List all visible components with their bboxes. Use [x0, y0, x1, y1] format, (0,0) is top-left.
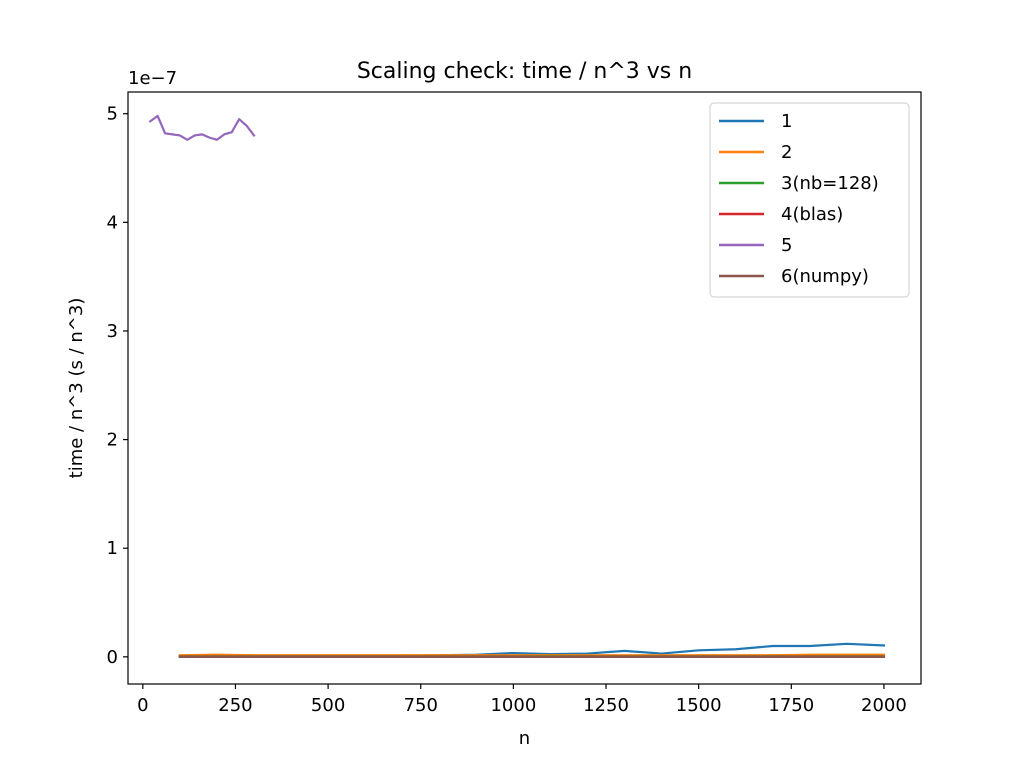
x-tick-label: 250 — [218, 695, 252, 716]
series-line-2 — [178, 653, 886, 657]
y-tick-label: 2 — [107, 430, 118, 451]
chart-title: Scaling check: time / n^3 vs n — [357, 59, 692, 84]
legend-label: 3(nb=128) — [781, 173, 879, 194]
y-tick-label: 3 — [107, 321, 118, 342]
x-tick-label: 1000 — [490, 695, 536, 716]
y-tick-label: 1 — [107, 538, 118, 559]
y-tick-label: 0 — [107, 647, 118, 668]
legend-label: 2 — [781, 142, 792, 163]
y-tick-label: 4 — [107, 212, 118, 233]
x-axis: 0 250 500 750 1000 1250 1500 1750 2000 — [137, 684, 907, 716]
x-tick-label: 500 — [311, 695, 345, 716]
legend-label: 4(blas) — [781, 204, 843, 225]
legend: 1 2 3(nb=128) 4(blas) 5 6(numpy) — [709, 102, 910, 298]
x-tick-label: 750 — [404, 695, 438, 716]
plot-frame — [127, 91, 922, 685]
x-tick-label: 1250 — [583, 695, 629, 716]
y-tick-label: 5 — [107, 104, 118, 125]
series-layer — [148, 114, 886, 658]
y-axis: 0 1 2 3 4 5 — [107, 104, 128, 668]
x-tick-label: 1750 — [768, 695, 814, 716]
legend-label: 1 — [781, 111, 792, 132]
x-axis-label: n — [519, 728, 530, 749]
y-axis-label: time / n^3 (s / n^3) — [66, 298, 87, 479]
x-tick-label: 1500 — [676, 695, 722, 716]
legend-label: 5 — [781, 235, 792, 256]
x-tick-label: 2000 — [861, 695, 907, 716]
legend-label: 6(numpy) — [781, 266, 869, 287]
series-line-5 — [148, 114, 256, 141]
y-offset-label: 1e−7 — [128, 68, 177, 89]
x-tick-label: 0 — [137, 695, 148, 716]
